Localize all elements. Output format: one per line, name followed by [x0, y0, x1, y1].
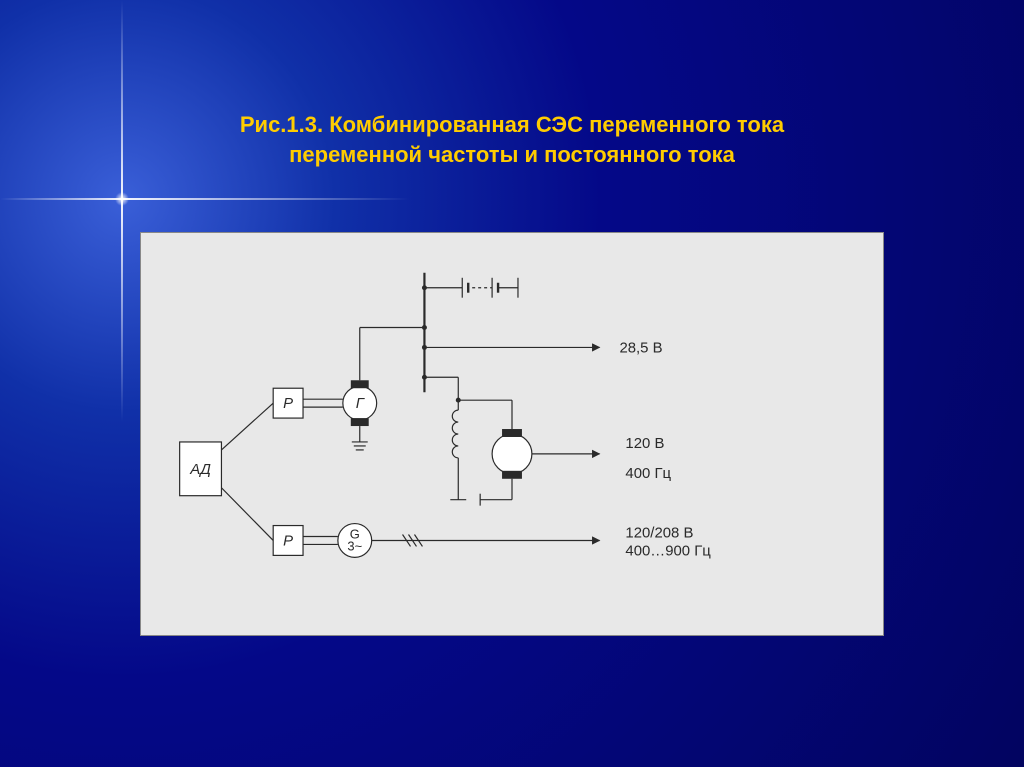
label-out3b: 400…900 Гц — [625, 542, 711, 559]
label-out2b: 400 Гц — [625, 465, 671, 482]
battery — [424, 278, 518, 298]
wire-ad-r2 — [221, 488, 273, 541]
shaft-top — [303, 399, 343, 407]
circuit-diagram: АД Р Р Г — [141, 233, 883, 635]
label-out3a: 120/208 В — [625, 524, 693, 541]
label-ad: АД — [189, 461, 211, 478]
wire-ad-r1 — [221, 403, 273, 450]
lens-flare-horizontal — [0, 198, 1024, 200]
label-g-sub: 3~ — [347, 538, 362, 553]
busbar — [422, 273, 427, 392]
converter-motor — [492, 429, 532, 479]
inductor — [452, 410, 458, 458]
diagram-panel: АД Р Р Г — [140, 232, 884, 636]
title-line-2: переменной частоты и постоянного тока — [289, 142, 735, 167]
lens-flare-core — [115, 192, 129, 206]
block-r-top: Р — [273, 388, 303, 418]
title-line-1: Рис.1.3. Комбинированная СЭС переменного… — [240, 112, 784, 137]
generator-dc: Г — [343, 380, 377, 450]
generator-ac: G 3~ — [338, 524, 372, 558]
block-ad: АД — [180, 442, 222, 496]
block-r-bottom: Р — [273, 526, 303, 556]
label-r-bottom: Р — [283, 532, 293, 549]
label-out2a: 120 В — [625, 435, 664, 452]
label-r-top: Р — [283, 395, 293, 412]
node-coil-top — [456, 398, 461, 403]
label-out1: 28,5 В — [619, 339, 662, 356]
slide-title: Рис.1.3. Комбинированная СЭС переменного… — [0, 110, 1024, 169]
shaft-bottom — [303, 536, 338, 544]
